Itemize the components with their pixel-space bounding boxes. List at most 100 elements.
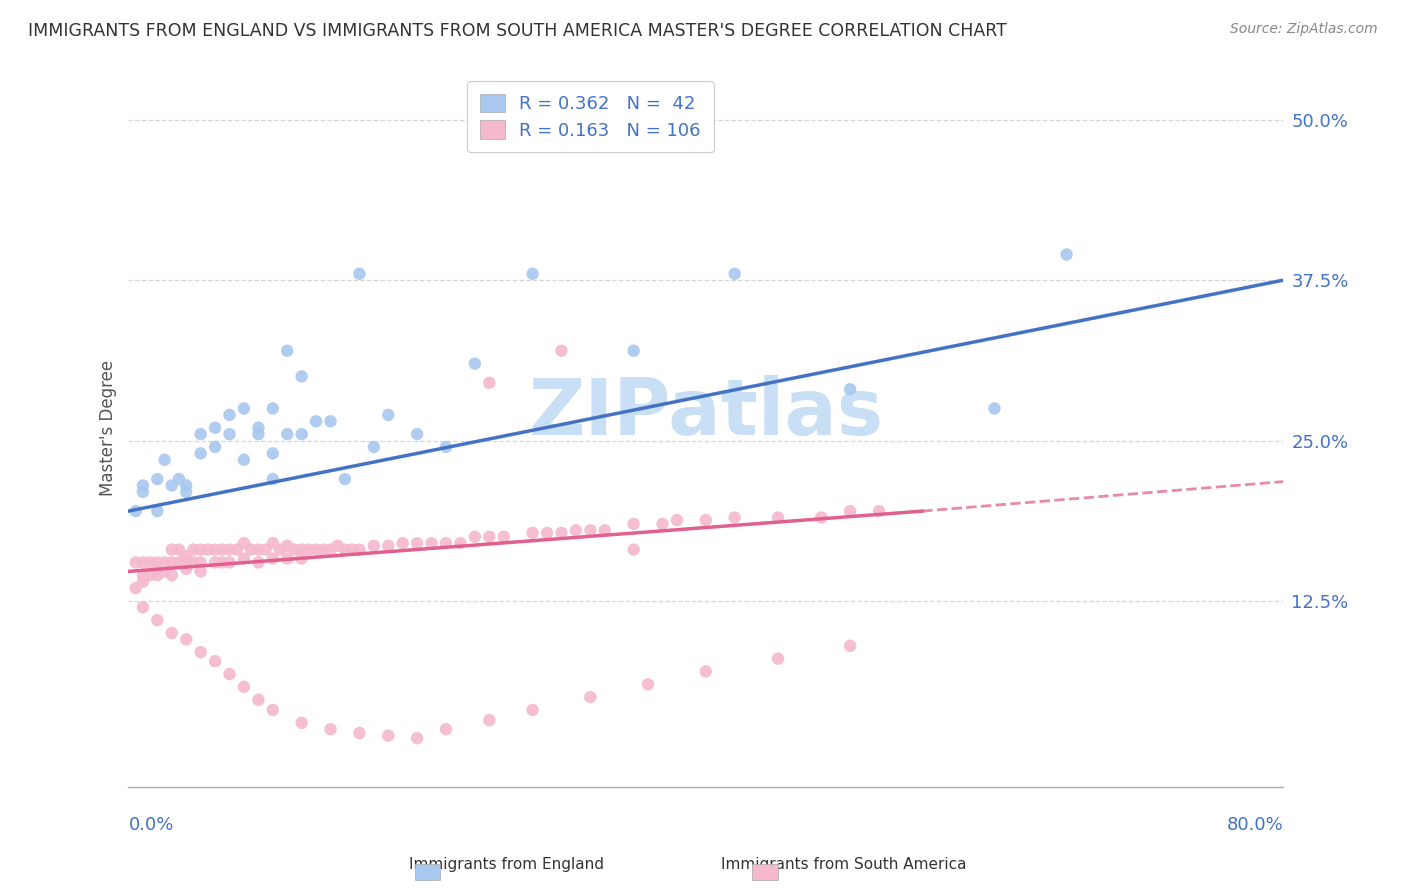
Point bbox=[434, 440, 457, 454]
Point bbox=[623, 343, 645, 358]
Point bbox=[146, 504, 169, 518]
Point bbox=[218, 542, 240, 557]
Point bbox=[160, 568, 183, 582]
Point bbox=[276, 539, 298, 553]
Point bbox=[391, 536, 413, 550]
Point bbox=[766, 510, 789, 524]
Point bbox=[232, 551, 254, 566]
Point bbox=[983, 401, 1005, 416]
Point bbox=[522, 267, 544, 281]
Text: ZIPatlas: ZIPatlas bbox=[529, 376, 883, 451]
Point bbox=[211, 542, 233, 557]
Point bbox=[1056, 247, 1078, 261]
Point bbox=[160, 478, 183, 492]
Point bbox=[247, 556, 270, 570]
Point bbox=[420, 536, 443, 550]
Point bbox=[174, 549, 197, 563]
Point bbox=[204, 440, 226, 454]
Point bbox=[190, 565, 212, 579]
Point bbox=[146, 562, 169, 576]
Point bbox=[262, 472, 284, 486]
Point bbox=[839, 504, 862, 518]
Point bbox=[218, 556, 240, 570]
Point bbox=[190, 542, 212, 557]
Point bbox=[276, 551, 298, 566]
Point bbox=[174, 632, 197, 647]
Point bbox=[349, 542, 371, 557]
Point bbox=[146, 556, 169, 570]
Point bbox=[623, 516, 645, 531]
Point bbox=[132, 556, 155, 570]
Point bbox=[449, 536, 471, 550]
Point bbox=[434, 722, 457, 736]
Point bbox=[132, 574, 155, 589]
Point bbox=[724, 267, 747, 281]
Point bbox=[724, 510, 747, 524]
Point bbox=[225, 542, 247, 557]
Point bbox=[240, 542, 263, 557]
Point bbox=[139, 556, 162, 570]
Point bbox=[190, 556, 212, 570]
Point bbox=[276, 343, 298, 358]
Point bbox=[522, 525, 544, 540]
Point bbox=[464, 530, 486, 544]
Point bbox=[204, 421, 226, 435]
Point bbox=[326, 539, 349, 553]
Point bbox=[312, 542, 335, 557]
Point bbox=[637, 677, 659, 691]
Point bbox=[232, 401, 254, 416]
Point bbox=[298, 542, 321, 557]
Point bbox=[579, 524, 602, 538]
Point bbox=[174, 484, 197, 499]
Point bbox=[291, 369, 314, 384]
Point bbox=[218, 408, 240, 422]
Point bbox=[550, 525, 572, 540]
Point bbox=[363, 440, 385, 454]
Point bbox=[434, 536, 457, 550]
Point bbox=[190, 427, 212, 442]
Point bbox=[839, 382, 862, 396]
Point bbox=[146, 613, 169, 627]
Point bbox=[565, 524, 588, 538]
Point bbox=[319, 414, 342, 428]
Point bbox=[218, 667, 240, 681]
Point bbox=[406, 427, 429, 442]
Y-axis label: Master's Degree: Master's Degree bbox=[100, 359, 117, 496]
Text: Immigrants from South America: Immigrants from South America bbox=[721, 857, 966, 872]
Text: IMMIGRANTS FROM ENGLAND VS IMMIGRANTS FROM SOUTH AMERICA MASTER'S DEGREE CORRELA: IMMIGRANTS FROM ENGLAND VS IMMIGRANTS FR… bbox=[28, 22, 1007, 40]
Point bbox=[183, 542, 205, 557]
Point bbox=[232, 680, 254, 694]
Point bbox=[406, 731, 429, 746]
Point bbox=[319, 542, 342, 557]
Point bbox=[319, 722, 342, 736]
Point bbox=[125, 581, 148, 595]
Point bbox=[125, 556, 148, 570]
Point bbox=[283, 542, 305, 557]
Point bbox=[204, 654, 226, 668]
Point bbox=[305, 414, 328, 428]
Point bbox=[363, 539, 385, 553]
Point bbox=[247, 427, 270, 442]
Point bbox=[232, 452, 254, 467]
Point bbox=[254, 542, 277, 557]
Point bbox=[262, 703, 284, 717]
Point bbox=[766, 651, 789, 665]
Point bbox=[167, 472, 190, 486]
Point bbox=[593, 524, 616, 538]
Point bbox=[204, 556, 226, 570]
Point bbox=[536, 525, 558, 540]
Point bbox=[167, 542, 190, 557]
Point bbox=[377, 729, 399, 743]
Text: 80.0%: 80.0% bbox=[1226, 815, 1284, 834]
Point bbox=[146, 568, 169, 582]
Point bbox=[377, 539, 399, 553]
Point bbox=[232, 536, 254, 550]
Point bbox=[132, 600, 155, 615]
Point bbox=[478, 530, 501, 544]
Point bbox=[492, 530, 515, 544]
Point bbox=[333, 542, 356, 557]
Legend: R = 0.362   N =  42, R = 0.163   N = 106: R = 0.362 N = 42, R = 0.163 N = 106 bbox=[467, 81, 714, 153]
Point bbox=[262, 551, 284, 566]
Point bbox=[349, 726, 371, 740]
Point bbox=[262, 536, 284, 550]
